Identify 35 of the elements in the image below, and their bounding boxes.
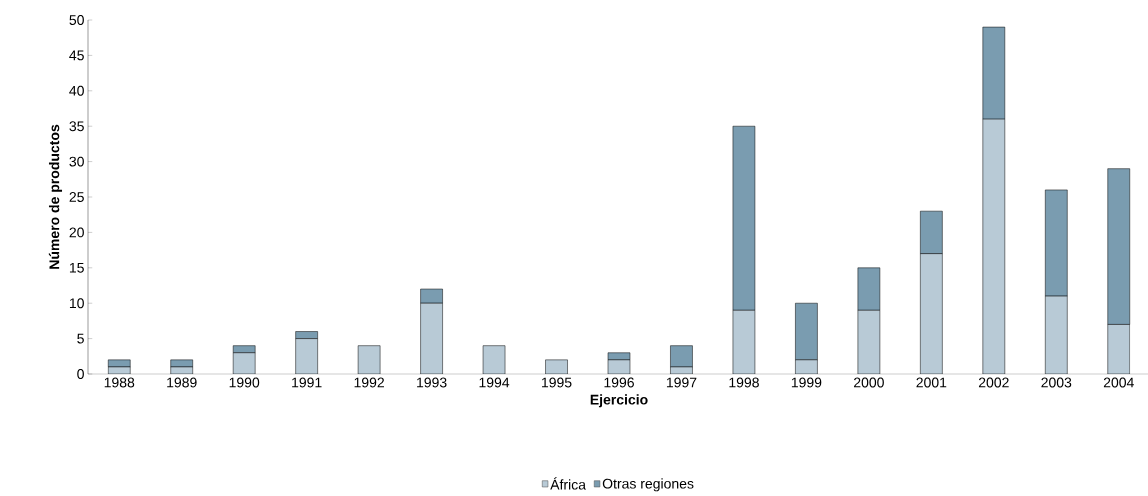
x-tick-label: 1989 bbox=[167, 377, 197, 388]
x-tick-label: 2004 bbox=[1103, 377, 1134, 388]
y-axis-title: Número de productos bbox=[48, 124, 63, 269]
y-tick-label: 20 bbox=[69, 227, 84, 238]
y-tick-label: 15 bbox=[69, 262, 84, 273]
y-tick-label: 40 bbox=[69, 85, 84, 96]
y-tick-label: 10 bbox=[69, 298, 84, 309]
x-tick-label: 1999 bbox=[791, 377, 822, 388]
y-tick-label: 25 bbox=[69, 192, 84, 202]
x-tick-label: 1992 bbox=[354, 377, 384, 388]
x-tick-label: 1996 bbox=[604, 377, 634, 388]
y-tick-label: 45 bbox=[69, 50, 84, 61]
y-tick-label: 50 bbox=[69, 15, 84, 25]
x-tick-label: 2003 bbox=[1041, 377, 1072, 388]
x-tick-label: 1995 bbox=[542, 377, 572, 388]
x-tick-label: 2001 bbox=[916, 377, 947, 388]
x-tick-label: 1990 bbox=[229, 377, 260, 388]
x-tick-label: 2000 bbox=[854, 377, 884, 388]
bar bbox=[357, 345, 381, 374]
bar bbox=[482, 345, 506, 374]
x-tick-label: 1994 bbox=[479, 377, 510, 388]
x-tick-label: 1993 bbox=[417, 377, 447, 388]
y-tick-label: 35 bbox=[69, 121, 84, 132]
y-tick-label: 30 bbox=[69, 156, 84, 167]
bar bbox=[545, 359, 568, 374]
x-tick-label: 1997 bbox=[666, 377, 697, 388]
x-tick-label: 1988 bbox=[104, 377, 135, 388]
x-tick-label: 2002 bbox=[978, 377, 1009, 388]
y-tick-label: 5 bbox=[77, 333, 84, 344]
legend-label: África bbox=[550, 477, 586, 490]
x-tick-label: 1991 bbox=[292, 377, 322, 388]
x-tick-label: 1998 bbox=[729, 377, 759, 388]
legend-label: Otras regiones bbox=[602, 478, 694, 492]
x-axis-title: Ejercicio bbox=[590, 394, 648, 408]
y-tick-label: 0 bbox=[77, 369, 84, 379]
